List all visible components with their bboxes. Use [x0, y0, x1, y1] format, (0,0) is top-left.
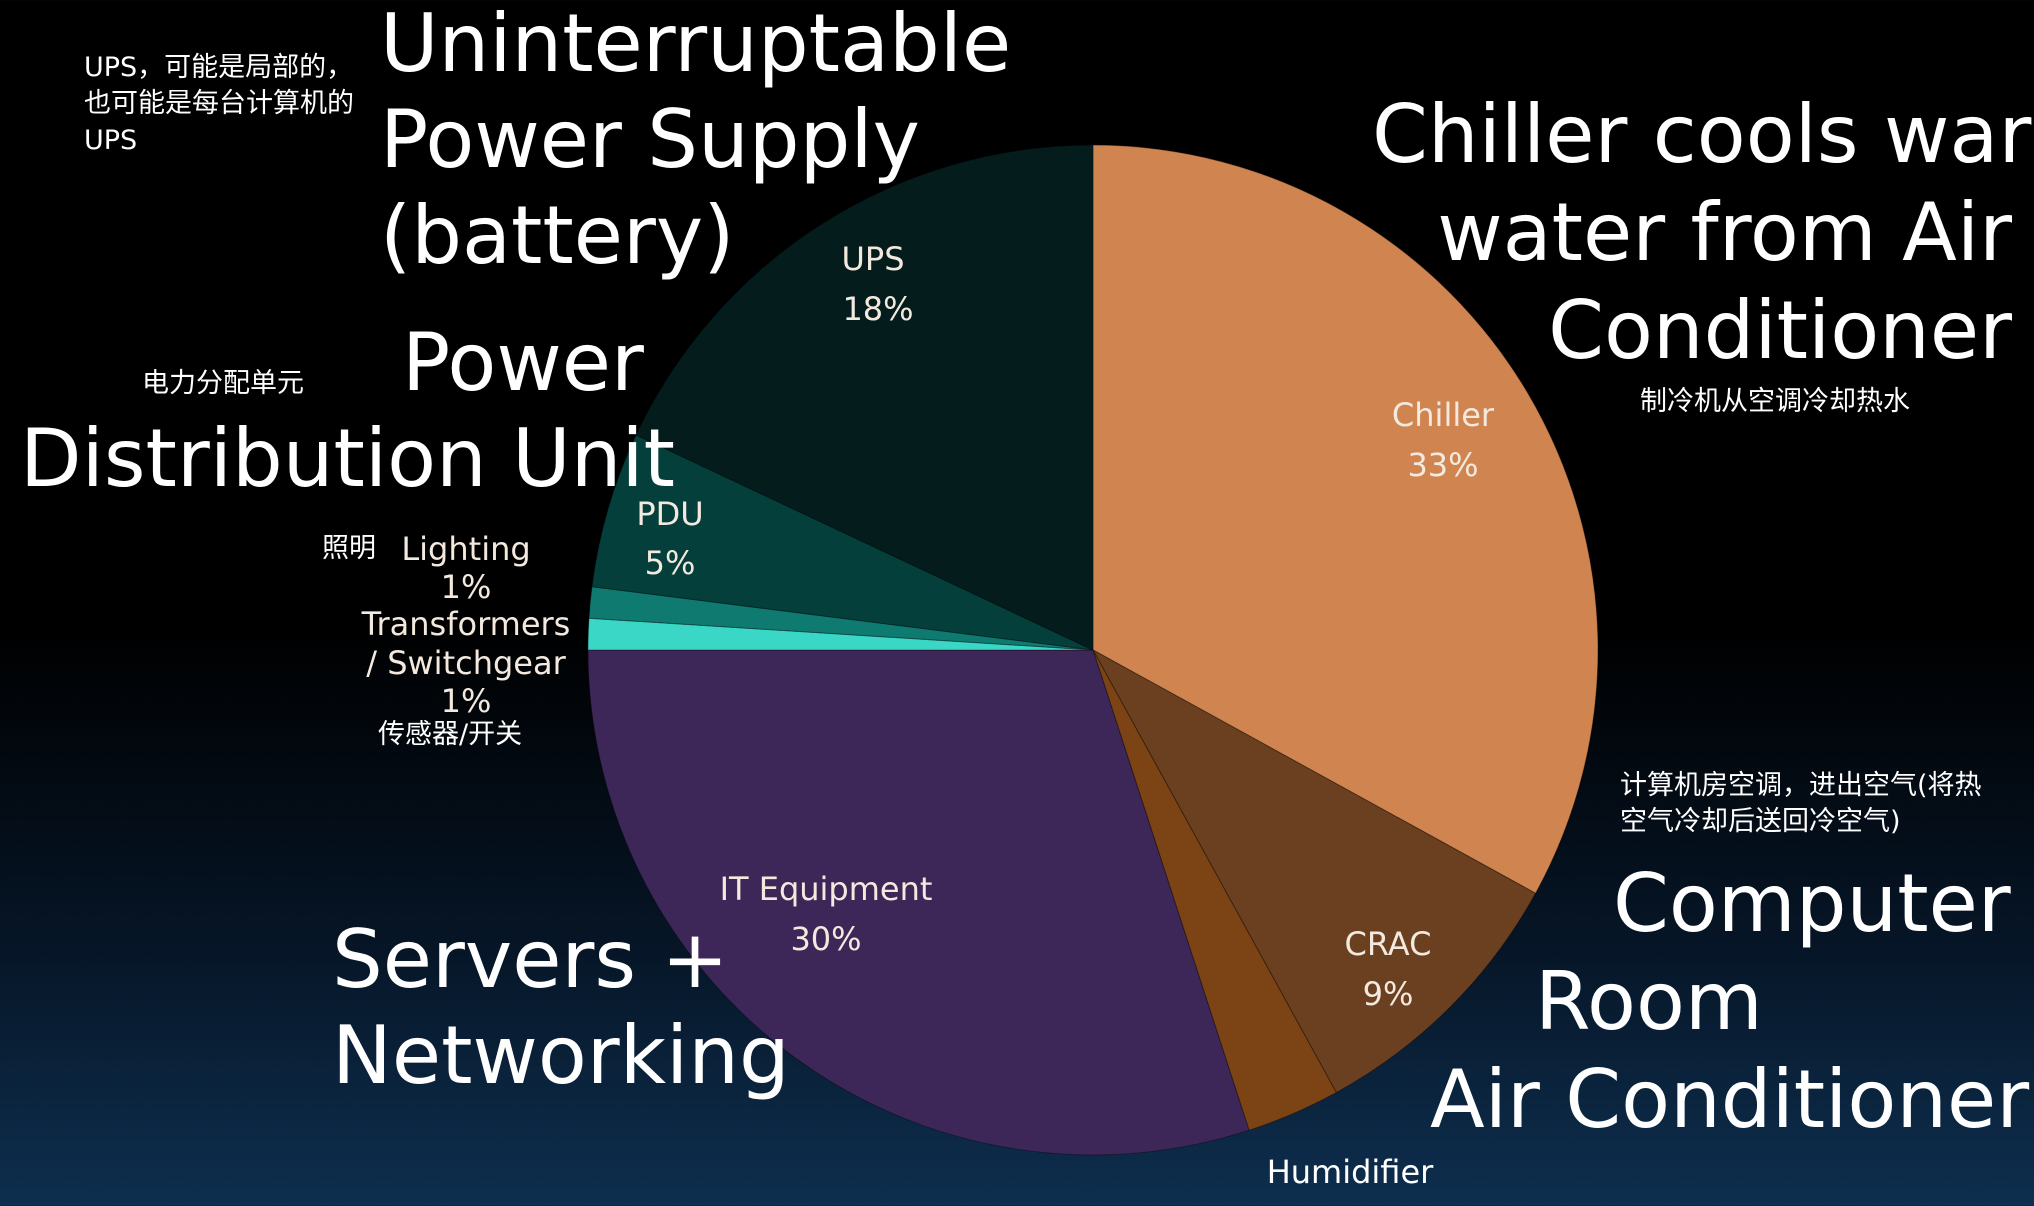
pie-labels: UPS 18% Chiller 33% PDU 5% Lighting 1% T…: [361, 240, 1495, 1191]
crac-title-line: Computer: [1613, 857, 2011, 950]
slice-value-chiller: 33%: [1407, 446, 1478, 484]
pie-slice-chiller: [1092, 144, 1599, 894]
pie-slice-it-equipment: [587, 649, 1250, 1156]
crac-title-line: Air Conditioner: [1430, 1053, 2030, 1146]
crac-note: 计算机房空调，进出空气(将热 空气冷却后送回冷空气): [1620, 768, 1982, 841]
slice-label-pdu: PDU: [636, 495, 703, 533]
chiller-title-line: Conditioner: [1548, 284, 2012, 377]
crac-title-line: Room: [1535, 955, 1763, 1048]
it-title-line: Servers +: [332, 913, 729, 1006]
chiller-title-line: water from Air: [1437, 186, 2012, 279]
it-title: Servers + Networking: [332, 912, 790, 1104]
chiller-title: Chiller cools warm water from Air Condit…: [1372, 86, 2034, 380]
slice-value-transformers: 1%: [441, 682, 492, 720]
slice-label-it: IT Equipment: [720, 870, 933, 908]
crac-title: Computer Room Air Conditioner: [1430, 855, 2029, 1149]
chiller-title-line: Chiller cools warm: [1372, 88, 2034, 181]
ups-note: UPS，可能是局部的， 也可能是每台计算机的 UPS: [84, 50, 354, 159]
pie-slice-lighting: [588, 586, 1094, 651]
slice-value-crac: 9%: [1363, 975, 1414, 1013]
ups-note-line: 也可能是每台计算机的: [84, 88, 354, 120]
slice-label-transformers-2: / Switchgear: [366, 644, 566, 682]
slice-value-it: 30%: [790, 920, 861, 958]
pie-slice-humidifier: [1092, 649, 1337, 1131]
transformers-note: 传感器/开关: [378, 719, 523, 750]
slice-label-lighting: Lighting: [401, 530, 530, 568]
pie-slice-ups: [635, 144, 1094, 651]
it-title-line: Networking: [332, 1009, 790, 1102]
ups-title: Uninterruptable Power Supply (battery): [380, 0, 1011, 284]
crac-note-line: 计算机房空调，进出空气(将热: [1620, 770, 1982, 801]
slice-value-pdu: 5%: [645, 544, 696, 582]
pdu-title-line1: Power: [402, 316, 644, 409]
pdu-note: 电力分配单元: [142, 368, 304, 399]
pie-slices: [587, 144, 1599, 1156]
ups-note-line: UPS，可能是局部的，: [84, 52, 354, 83]
ups-title-line: Power Supply: [380, 93, 920, 186]
ups-title-line: (battery): [380, 189, 735, 282]
slice-label-humidifier: Humidifier: [1267, 1153, 1434, 1191]
slice-label-ups: UPS: [841, 240, 904, 278]
pie-slice-crac: [1091, 648, 1537, 1094]
ups-title-line: Uninterruptable: [380, 0, 1012, 90]
pie-slice-pdu: [591, 434, 1094, 651]
slice-label-transformers-1: Transformers: [361, 605, 571, 643]
pie-slice-transformers-switchgear: [587, 617, 1094, 651]
chiller-note: 制冷机从空调冷却热水: [1640, 386, 1910, 417]
ups-note-line: UPS: [84, 124, 138, 156]
slice-label-chiller: Chiller: [1392, 396, 1495, 434]
lighting-note: 照明: [322, 533, 376, 564]
crac-note-line: 空气冷却后送回冷空气): [1620, 806, 1901, 838]
pdu-title-line2: Distribution Unit: [20, 412, 675, 505]
slice-value-lighting: 1%: [441, 568, 492, 606]
slice-value-ups: 18%: [842, 290, 913, 328]
slice-label-crac: CRAC: [1345, 925, 1432, 963]
